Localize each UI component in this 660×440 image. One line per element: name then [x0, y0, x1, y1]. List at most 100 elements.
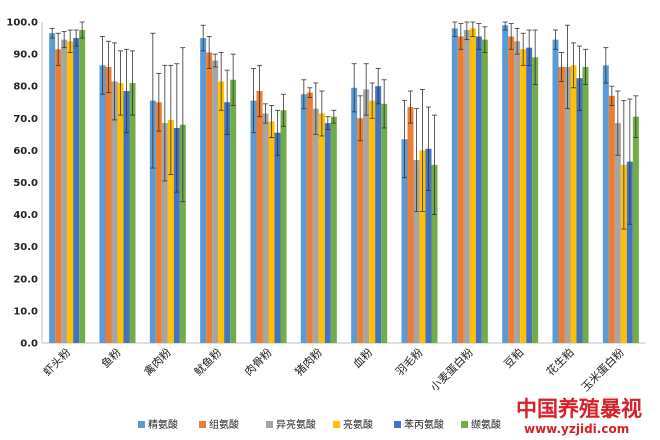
legend: 精氨酸 组氨酸 异亮氨酸 亮氨酸 苯丙氨酸 缬氨酸	[138, 418, 501, 431]
watermark-logo: 中国养殖暴视 www.yzjidi.com	[516, 396, 642, 436]
bar	[306, 92, 313, 344]
y-tick-label: 10.0	[13, 306, 38, 317]
bar	[262, 113, 269, 343]
bar	[469, 28, 476, 343]
bar	[117, 82, 124, 344]
bar	[620, 164, 627, 343]
legend-label: 苯丙氨酸	[404, 418, 444, 431]
bar	[200, 38, 207, 344]
bar	[582, 66, 589, 343]
bar	[161, 123, 168, 344]
bar	[614, 123, 621, 344]
x-axis-tick-labels: 虾头粉 鱼粉 禽肉粉 鱿鱼粉 肉骨粉 猪肉粉 血粉 羽毛粉 小麦蛋白粉 豆粕 花生粕 玉米蛋白粉	[41, 345, 627, 394]
bar	[608, 95, 615, 343]
bar	[206, 52, 213, 344]
x-tick-label: 禽肉粉	[141, 345, 174, 378]
bar	[173, 127, 180, 344]
y-tick-label: 30.0	[13, 242, 38, 253]
legend-swatch	[199, 421, 206, 428]
bar	[123, 91, 130, 343]
x-tick-label: 豆粕	[501, 345, 526, 370]
bar	[224, 102, 231, 343]
y-tick-label: 80.0	[13, 82, 38, 93]
bar	[274, 132, 281, 343]
legend-swatch	[138, 421, 145, 428]
bar	[552, 39, 559, 343]
bar	[49, 33, 56, 344]
bar	[73, 38, 80, 344]
bar	[280, 110, 287, 344]
bar	[218, 81, 225, 343]
bar	[330, 116, 337, 343]
bar	[79, 30, 86, 344]
x-tick-label: 血粉	[350, 345, 375, 370]
legend-label: 精氨酸	[148, 418, 178, 431]
bar	[67, 41, 74, 343]
bar	[351, 87, 358, 344]
bar	[212, 60, 219, 344]
bar	[61, 39, 68, 343]
y-tick-label: 70.0	[13, 114, 38, 125]
bar-groups	[49, 25, 639, 344]
legend-label: 异亮氨酸	[276, 418, 316, 431]
bar	[149, 100, 156, 344]
bar	[508, 36, 515, 343]
bar	[99, 65, 106, 344]
legend-label: 缬氨酸	[471, 418, 501, 431]
bar	[558, 66, 565, 343]
bar	[55, 49, 62, 343]
x-tick-label: 鱿鱼粉	[191, 345, 224, 378]
bar	[179, 124, 186, 343]
x-tick-label: 羽毛粉	[393, 346, 426, 379]
y-tick-label: 40.0	[13, 210, 38, 221]
legend-swatch	[394, 421, 401, 428]
bar	[312, 108, 319, 343]
bar	[570, 65, 577, 344]
bar	[407, 107, 414, 343]
bar	[363, 89, 370, 343]
bar	[369, 100, 376, 344]
x-tick-label: 小麦蛋白粉	[427, 345, 476, 394]
bar	[463, 30, 470, 344]
y-tick-label: 60.0	[13, 146, 38, 157]
bar	[419, 150, 426, 343]
bar	[111, 81, 118, 343]
bar	[425, 148, 432, 343]
bar	[381, 103, 388, 343]
x-tick-label: 肉骨粉	[242, 346, 275, 379]
y-tick-label: 50.0	[13, 178, 38, 189]
bar	[256, 91, 263, 343]
bar	[155, 102, 162, 343]
x-tick-label: 玉米蛋白粉	[578, 345, 627, 394]
bar	[457, 36, 464, 343]
bar	[576, 78, 583, 344]
bar	[268, 121, 275, 343]
y-tick-label: 90.0	[13, 50, 38, 61]
bar	[324, 123, 331, 344]
x-tick-label: 花生粕	[543, 345, 576, 378]
bar	[451, 28, 458, 343]
bar	[250, 100, 257, 344]
bar	[401, 139, 408, 343]
bar	[502, 25, 509, 344]
bar	[105, 66, 112, 343]
bar	[375, 86, 382, 343]
x-tick-label: 鱼粉	[98, 345, 123, 370]
y-tick-label: 0.0	[20, 339, 38, 350]
bar	[318, 113, 325, 343]
watermark-logo-text: 中国养殖暴视	[516, 396, 642, 421]
bar	[413, 160, 420, 343]
bar	[514, 41, 521, 343]
legend-label: 亮氨酸	[343, 418, 373, 431]
bar	[230, 79, 237, 343]
bar	[357, 118, 364, 343]
bar	[167, 119, 174, 343]
bar	[626, 161, 633, 343]
legend-label: 组氨酸	[209, 418, 239, 431]
bar	[526, 47, 533, 344]
error-bars	[49, 21, 639, 230]
legend-swatch	[461, 421, 468, 428]
y-tick-label: 100.0	[6, 18, 38, 29]
bar	[431, 164, 438, 343]
